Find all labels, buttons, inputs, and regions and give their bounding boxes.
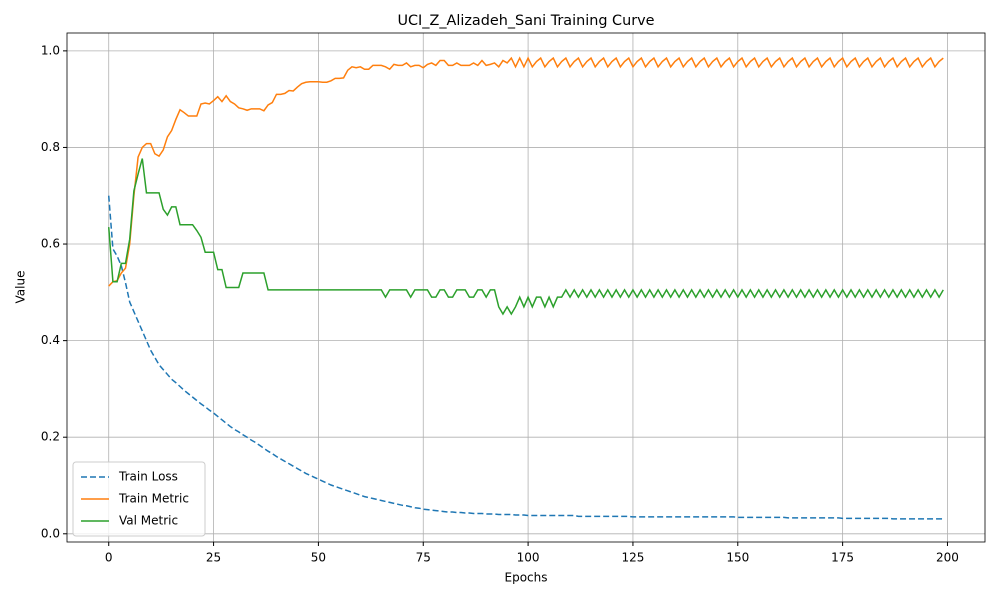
data-line [108, 56, 944, 287]
x-tick-label: 25 [206, 551, 221, 565]
x-tick-label: 200 [936, 551, 959, 565]
x-tick-label: 175 [831, 551, 854, 565]
data-line [107, 158, 944, 316]
y-tick-label: 1.0 [41, 43, 60, 57]
legend-label: Val Metric [119, 514, 178, 528]
y-axis-label: Value [14, 271, 28, 304]
x-tick-label: 100 [517, 551, 540, 565]
legend-label: Train Loss [118, 470, 178, 484]
x-tick-label: 50 [311, 551, 326, 565]
plot-frame [66, 32, 986, 543]
legend-box [72, 461, 206, 537]
y-tick-label: 0.0 [41, 526, 60, 540]
y-tick-label: 0.8 [41, 140, 60, 154]
x-tick-label: 125 [621, 551, 644, 565]
legend: Train Loss Train Metric Val Metric [72, 461, 206, 537]
y-tick-label: 0.2 [41, 430, 60, 444]
y-tick-label: 0.4 [41, 333, 60, 347]
data-line [107, 195, 944, 520]
x-tick-label: 0 [105, 551, 113, 565]
x-axis-label: Epochs [505, 571, 548, 585]
legend-label: Train Metric [118, 492, 189, 506]
x-tick-label: 150 [726, 551, 749, 565]
chart-title: UCI_Z_Alizadeh_Sani Training Curve [397, 13, 654, 29]
x-tick-label: 75 [416, 551, 431, 565]
y-tick-label: 0.6 [41, 237, 60, 251]
